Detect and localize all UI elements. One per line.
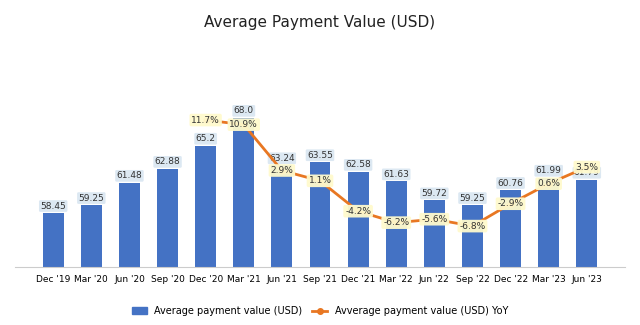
Text: 61.48: 61.48 [116, 171, 142, 180]
Bar [348, 172, 369, 325]
Avverage payment value (USD) YoY [583, 165, 591, 169]
Text: 3.5%: 3.5% [575, 162, 598, 172]
Bar [538, 178, 559, 325]
Text: 63.24: 63.24 [269, 154, 294, 163]
Avverage payment value (USD) YoY [202, 118, 209, 122]
Text: 10.9%: 10.9% [229, 120, 258, 129]
Text: 2.9%: 2.9% [271, 166, 293, 175]
Bar [271, 165, 292, 325]
Text: 58.45: 58.45 [40, 202, 66, 211]
Bar [576, 180, 597, 325]
Text: 1.1%: 1.1% [308, 176, 332, 185]
Text: 61.63: 61.63 [383, 170, 409, 179]
Bar [424, 201, 445, 325]
Bar [234, 118, 254, 325]
Legend: Average payment value (USD), Avverage payment value (USD) YoY: Average payment value (USD), Avverage pa… [128, 302, 512, 320]
Avverage payment value (USD) YoY [316, 179, 324, 183]
Text: 59.25: 59.25 [79, 194, 104, 202]
Avverage payment value (USD) YoY [240, 123, 248, 127]
Text: 61.79: 61.79 [574, 168, 600, 177]
Text: 0.6%: 0.6% [537, 179, 560, 188]
Avverage payment value (USD) YoY [545, 182, 552, 186]
Text: 65.2: 65.2 [196, 134, 216, 143]
Text: 11.7%: 11.7% [191, 116, 220, 124]
Avverage payment value (USD) YoY [355, 209, 362, 213]
Text: 62.88: 62.88 [155, 157, 180, 166]
Title: Average Payment Value (USD): Average Payment Value (USD) [204, 15, 436, 30]
Text: -5.6%: -5.6% [421, 215, 447, 224]
Text: 60.76: 60.76 [498, 178, 524, 188]
Text: -6.2%: -6.2% [383, 218, 410, 227]
Bar [500, 190, 521, 325]
Bar [195, 146, 216, 325]
Avverage payment value (USD) YoY [278, 169, 285, 173]
Bar [462, 205, 483, 325]
Bar [386, 181, 406, 325]
Avverage payment value (USD) YoY [392, 221, 400, 225]
Avverage payment value (USD) YoY [431, 217, 438, 221]
Avverage payment value (USD) YoY [507, 202, 515, 206]
Line: Avverage payment value (USD) YoY: Avverage payment value (USD) YoY [204, 118, 589, 228]
Text: -2.9%: -2.9% [497, 199, 524, 208]
Text: 61.99: 61.99 [536, 166, 562, 175]
Text: 59.72: 59.72 [422, 189, 447, 198]
Bar [310, 162, 330, 325]
Text: 63.55: 63.55 [307, 151, 333, 160]
Avverage payment value (USD) YoY [468, 224, 476, 228]
Text: 68.0: 68.0 [234, 106, 254, 115]
Text: -6.8%: -6.8% [460, 222, 486, 231]
Bar [119, 183, 140, 325]
Bar [81, 205, 102, 325]
Text: -4.2%: -4.2% [345, 207, 371, 216]
Bar [43, 213, 64, 325]
Text: 62.58: 62.58 [345, 160, 371, 169]
Text: 59.25: 59.25 [460, 194, 485, 202]
Bar [157, 169, 178, 325]
